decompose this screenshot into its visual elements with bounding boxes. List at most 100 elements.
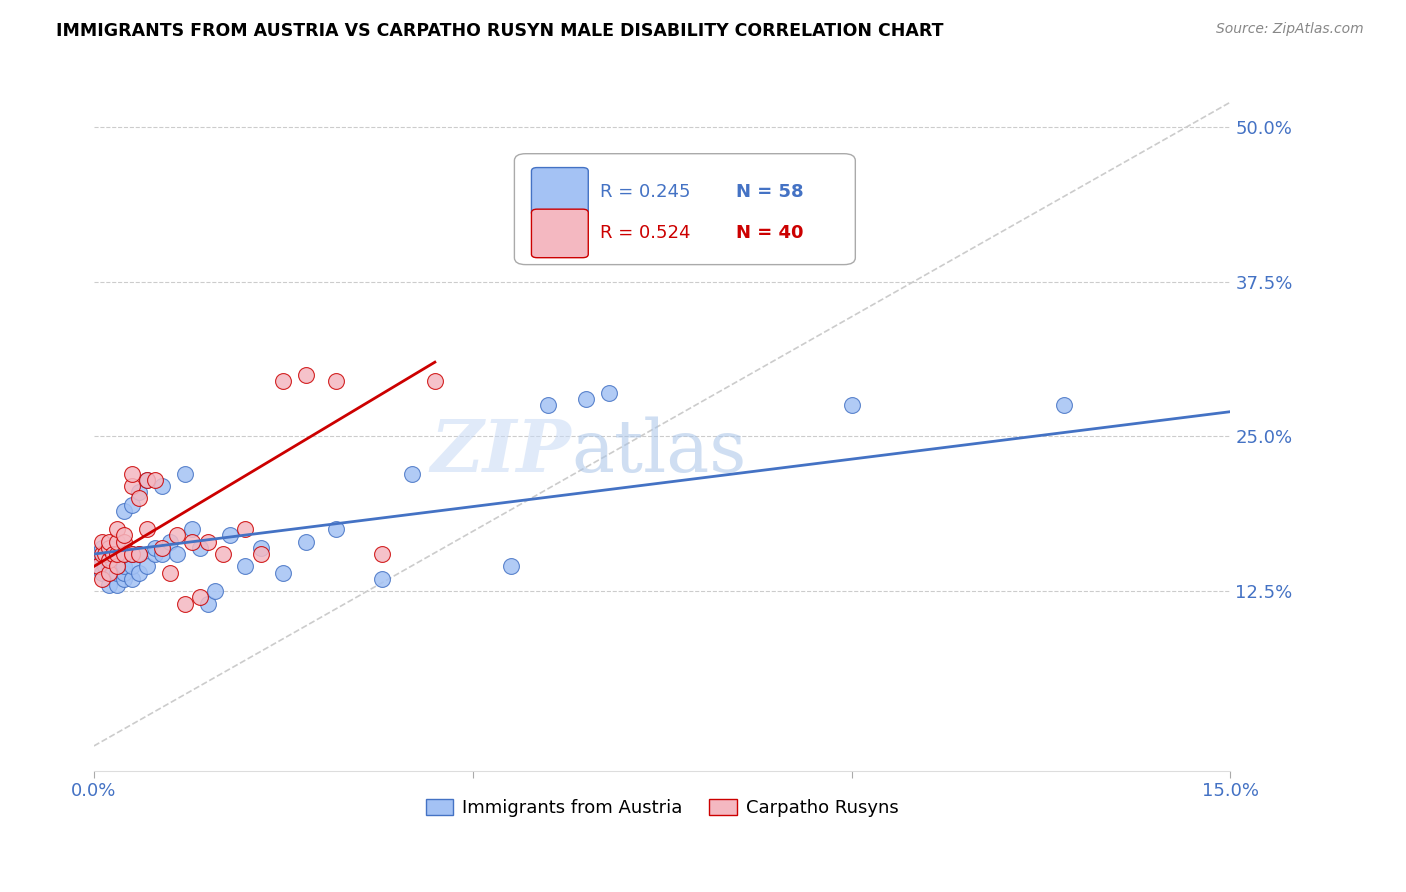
Point: [219, 528, 242, 542]
Point: [86, 559, 108, 574]
Point: [86, 547, 108, 561]
Point: [166, 528, 188, 542]
Point: [128, 485, 150, 500]
Point: [112, 547, 135, 561]
Point: [128, 491, 150, 506]
Point: [121, 479, 143, 493]
Point: [150, 541, 173, 555]
Point: [249, 547, 271, 561]
Point: [98, 559, 121, 574]
Point: [235, 559, 257, 574]
Point: [197, 534, 219, 549]
Point: [325, 374, 347, 388]
Point: [90, 534, 112, 549]
Point: [121, 572, 143, 586]
Point: [121, 547, 143, 561]
Point: [575, 392, 598, 407]
Point: [98, 578, 121, 592]
Point: [121, 559, 143, 574]
Text: N = 58: N = 58: [735, 183, 804, 201]
Point: [249, 541, 271, 555]
Point: [98, 534, 121, 549]
Point: [101, 547, 124, 561]
Point: [159, 534, 181, 549]
Point: [143, 473, 166, 487]
Point: [136, 473, 159, 487]
Point: [143, 547, 166, 561]
Point: [211, 547, 233, 561]
Point: [173, 597, 195, 611]
Point: [235, 522, 257, 536]
Point: [128, 566, 150, 580]
Point: [371, 547, 394, 561]
Point: [136, 473, 159, 487]
Point: [90, 566, 112, 580]
Point: [136, 559, 159, 574]
Text: R = 0.524: R = 0.524: [599, 225, 690, 243]
Point: [90, 541, 112, 555]
Point: [181, 522, 204, 536]
Text: IMMIGRANTS FROM AUSTRIA VS CARPATHO RUSYN MALE DISABILITY CORRELATION CHART: IMMIGRANTS FROM AUSTRIA VS CARPATHO RUSY…: [56, 22, 943, 40]
Point: [94, 547, 117, 561]
Point: [188, 541, 211, 555]
Point: [112, 547, 135, 561]
Text: Source: ZipAtlas.com: Source: ZipAtlas.com: [1216, 22, 1364, 37]
Point: [803, 219, 825, 233]
Point: [101, 566, 124, 580]
Point: [105, 553, 128, 567]
Point: [181, 534, 204, 549]
Point: [105, 534, 128, 549]
Text: N = 40: N = 40: [735, 225, 803, 243]
Point: [98, 553, 121, 567]
Point: [105, 547, 128, 561]
Point: [94, 547, 117, 561]
Point: [112, 528, 135, 542]
Text: atlas: atlas: [571, 417, 747, 487]
Point: [121, 547, 143, 561]
Point: [105, 541, 128, 555]
FancyBboxPatch shape: [531, 168, 588, 216]
Point: [112, 504, 135, 518]
FancyBboxPatch shape: [515, 153, 855, 265]
Text: ZIP: ZIP: [430, 417, 571, 487]
Point: [537, 399, 560, 413]
Point: [188, 591, 211, 605]
Point: [598, 386, 620, 401]
Point: [112, 572, 135, 586]
Point: [98, 566, 121, 580]
Point: [273, 566, 295, 580]
Point: [90, 572, 112, 586]
Point: [128, 547, 150, 561]
Point: [105, 578, 128, 592]
Point: [94, 559, 117, 574]
Point: [121, 467, 143, 481]
Point: [204, 584, 226, 599]
Point: [423, 374, 446, 388]
Point: [90, 547, 112, 561]
Point: [101, 547, 124, 561]
Point: [98, 566, 121, 580]
Legend: Immigrants from Austria, Carpatho Rusyns: Immigrants from Austria, Carpatho Rusyns: [419, 791, 905, 824]
Point: [98, 553, 121, 567]
Point: [1053, 399, 1076, 413]
Point: [121, 498, 143, 512]
Point: [499, 559, 522, 574]
Point: [197, 597, 219, 611]
Point: [112, 559, 135, 574]
Point: [98, 541, 121, 555]
Point: [150, 479, 173, 493]
Point: [112, 566, 135, 580]
Point: [401, 467, 423, 481]
Point: [371, 572, 394, 586]
Point: [136, 522, 159, 536]
Point: [166, 547, 188, 561]
Point: [90, 553, 112, 567]
Point: [273, 374, 295, 388]
Point: [143, 541, 166, 555]
Point: [98, 541, 121, 555]
Point: [105, 547, 128, 561]
Point: [150, 547, 173, 561]
Point: [159, 566, 181, 580]
Point: [105, 559, 128, 574]
Point: [105, 566, 128, 580]
